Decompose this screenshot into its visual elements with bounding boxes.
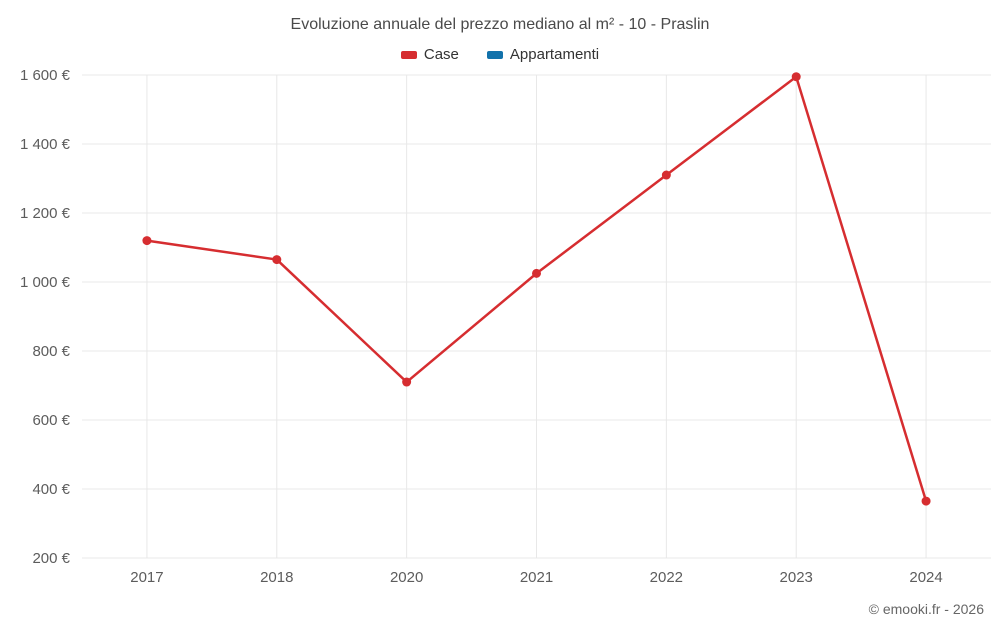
data-point-case-2024[interactable] [921,496,931,506]
y-axis-tick-label: 1 600 € [20,67,71,84]
legend-marker-icon [486,50,503,59]
legend-label: Appartamenti [509,46,600,63]
y-axis-tick-label: 1 400 € [20,136,71,153]
legend-label: Case [423,46,459,63]
data-point-case-2018[interactable] [272,255,282,265]
data-point-case-2023[interactable] [791,72,801,82]
y-axis-tick-label: 600 € [32,412,70,429]
x-axis-tick-label: 2024 [909,569,942,586]
data-point-case-2020[interactable] [402,377,412,387]
x-axis-tick-label: 2022 [650,569,683,586]
data-point-case-2017[interactable] [142,236,152,246]
legend-marker-icon [400,50,417,59]
x-axis-tick-label: 2018 [260,569,293,586]
y-axis-tick-label: 1 000 € [20,274,71,291]
x-axis-tick-label: 2021 [520,569,553,586]
data-point-case-2022[interactable] [661,170,671,180]
chart-title: Evoluzione annuale del prezzo mediano al… [290,16,710,33]
x-axis-tick-label: 2017 [130,569,163,586]
chart-legend: Case Appartamenti [0,46,1000,63]
y-axis-tick-label: 800 € [32,343,70,360]
x-axis-tick-label: 2020 [390,569,423,586]
x-axis-tick-label: 2023 [780,569,813,586]
y-axis-tick-label: 200 € [32,550,70,567]
legend-item-appartamenti[interactable]: Appartamenti [486,46,600,63]
y-axis-tick-label: 1 200 € [20,205,71,222]
legend-item-case[interactable]: Case [400,46,459,63]
copyright-footer: © emooki.fr - 2026 [868,601,984,617]
y-axis-tick-label: 400 € [32,481,70,498]
data-point-case-2021[interactable] [532,268,541,278]
